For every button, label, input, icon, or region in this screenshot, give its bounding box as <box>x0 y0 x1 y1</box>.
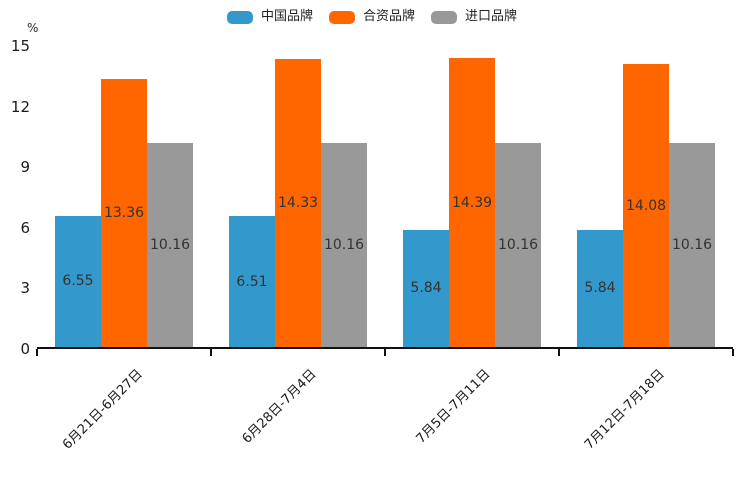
legend-swatch <box>226 10 253 24</box>
bar-group: 5.84 14.39 10.16 <box>385 46 559 347</box>
bar-value-label: 14.08 <box>625 197 667 214</box>
bar: 14.08 <box>623 64 669 347</box>
bar-value-label: 6.51 <box>236 273 268 290</box>
x-axis: 6月21日-6月27日 6月28日-7月4日 7月5日-7月11日 7月12日-7月1… <box>37 356 733 491</box>
y-tick-label: 15 <box>10 37 30 55</box>
bar: 5.84 <box>577 229 623 347</box>
bar-value-label: 14.39 <box>451 194 493 211</box>
bar-group: 6.55 13.36 10.16 <box>37 46 211 347</box>
x-tick-mark <box>558 349 560 356</box>
bar-value-label: 5.84 <box>410 280 442 297</box>
x-tick-label: 6月21日-6月27日 <box>59 366 146 453</box>
x-tick-mark <box>36 349 38 356</box>
bar-group: 6.51 14.33 10.16 <box>211 46 385 347</box>
x-tick-label: 7月12日-7月18日 <box>581 366 668 453</box>
bar-value-label: 13.36 <box>103 204 145 221</box>
bar: 10.16 <box>147 143 193 347</box>
y-tick-label: 0 <box>20 340 30 358</box>
x-tick-mark <box>732 349 734 356</box>
bar-group: 5.84 14.08 10.16 <box>559 46 733 347</box>
x-tick-label: 7月5日-7月11日 <box>413 366 494 447</box>
legend-swatch <box>431 10 457 24</box>
bar-value-label: 10.16 <box>323 237 365 254</box>
y-tick-label: 3 <box>20 279 30 298</box>
legend: 中国品牌 合资品牌 进口品牌 <box>0 7 744 27</box>
bar-value-label: 5.84 <box>584 280 616 297</box>
bar-value-label: 14.33 <box>277 195 319 212</box>
legend-item-label: 进口品牌 <box>465 9 518 24</box>
bar-value-label: 10.16 <box>671 237 713 254</box>
bar: 14.39 <box>449 58 495 347</box>
bar-value-label: 10.16 <box>149 237 191 254</box>
y-tick-label: 12 <box>10 97 30 116</box>
legend-item: 中国品牌 <box>226 9 313 24</box>
y-axis: 0 3 6 9 12 15 <box>0 37 30 358</box>
y-axis-unit-label: % <box>27 21 39 35</box>
x-tick-mark <box>384 349 386 356</box>
bar: 6.55 <box>55 215 101 347</box>
bar: 13.36 <box>101 78 147 347</box>
plot-area: 6.55 13.36 10.16 6.51 14.33 10.16 5.84 14.39 10.… <box>37 46 733 349</box>
bar: 10.16 <box>669 143 715 347</box>
legend-item-label: 合资品牌 <box>362 9 415 24</box>
legend-swatch <box>328 10 355 24</box>
y-tick-label: 6 <box>20 218 30 237</box>
bar: 5.84 <box>403 229 449 347</box>
legend-item: 合资品牌 <box>328 9 415 24</box>
legend-item-label: 中国品牌 <box>260 9 313 24</box>
bar: 10.16 <box>495 143 541 347</box>
bar: 10.16 <box>321 143 367 347</box>
legend-item: 进口品牌 <box>431 10 517 24</box>
bar: 6.51 <box>229 216 275 347</box>
x-tick-mark <box>210 349 212 356</box>
y-tick-label: 9 <box>20 158 30 177</box>
bar: 14.33 <box>275 59 321 347</box>
bar-value-label: 10.16 <box>497 237 539 254</box>
bar-value-label: 6.55 <box>62 273 94 290</box>
x-tick-label: 6月28日-7月4日 <box>239 366 320 447</box>
